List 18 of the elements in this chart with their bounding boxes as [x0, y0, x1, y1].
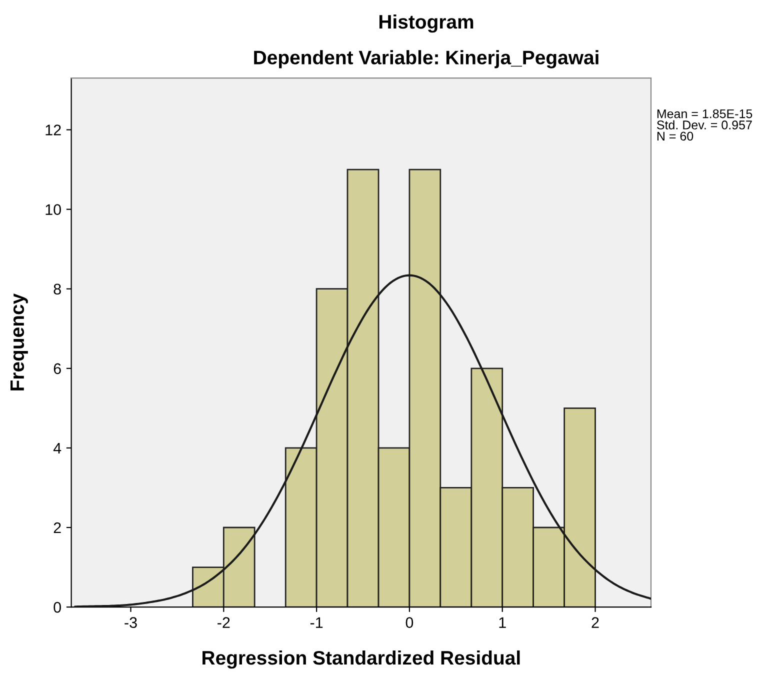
x-tick-label: 2 [592, 617, 599, 628]
x-tick-label: -2 [218, 617, 230, 628]
y-tick-label: 2 [54, 522, 61, 534]
y-tick-label: 8 [54, 284, 61, 295]
chart-title: Histogram [379, 14, 474, 33]
y-tick-label: 4 [53, 442, 62, 454]
y-tick-label: 10 [46, 204, 61, 216]
y-tick-label: 12 [46, 124, 61, 136]
text: Mean = 1.85E-15 Std. Dev. = 0.957 N = 60 [656, 109, 752, 141]
x-tick-label: -1 [310, 617, 323, 628]
chart-subtitle: Dependent Variable: Kinerja_Pegawai [254, 50, 598, 68]
x-tick-label: -3 [124, 617, 137, 628]
y-axis-title: Frequency [10, 293, 28, 390]
y-tick-label: 6 [54, 363, 61, 374]
y-tick-label: 0 [54, 602, 61, 613]
x-tick-label: 1 [499, 617, 506, 628]
x-tick-label: 0 [406, 617, 414, 628]
x-axis-title: Regression Standardized Residual [202, 650, 520, 669]
